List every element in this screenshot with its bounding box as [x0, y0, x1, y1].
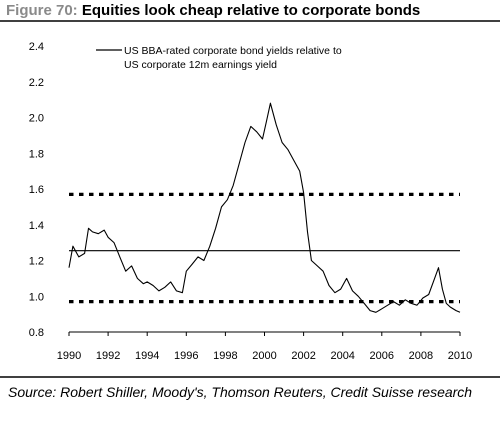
figure-title: Figure 70: Equities look cheap relative … — [6, 2, 420, 19]
x-tick-label: 1992 — [96, 350, 120, 362]
x-tick-label: 1998 — [213, 350, 237, 362]
x-tick-label: 2002 — [291, 350, 315, 362]
y-tick-label: 2.4 — [29, 41, 44, 53]
plot-frame — [0, 20, 500, 378]
y-axis-tick-labels: 2.4 2.2 2.0 1.8 1.6 1.4 1.2 1.0 0.8 — [29, 41, 44, 339]
y-tick-label: 1.0 — [29, 291, 44, 303]
series-line — [68, 102, 461, 313]
y-tick-label: 1.8 — [29, 148, 44, 160]
x-tick-label: 2008 — [409, 350, 433, 362]
x-tick-label: 1990 — [57, 350, 81, 362]
x-axis-ticks — [68, 332, 461, 336]
y-tick-label: 2.2 — [29, 77, 44, 89]
y-tick-label: 0.8 — [29, 327, 44, 339]
x-axis-tick-labels: 1990 1992 1994 1996 1998 2000 2002 2004 2006 2008… — [57, 350, 472, 362]
y-tick-label: 2.0 — [29, 113, 44, 125]
y-tick-label: 1.4 — [29, 220, 44, 232]
figure-title-text: Equities look cheap relative to corporat… — [81, 2, 421, 19]
source-note: Source: Robert Shiller, Moody's, Thomson… — [8, 384, 473, 400]
x-tick-label: 2000 — [252, 350, 276, 362]
x-tick-label: 1996 — [174, 350, 198, 362]
legend: US BBA-rated corporate bond yields relat… — [96, 45, 342, 71]
legend-label: US BBA-rated corporate bond yields relat… — [124, 45, 342, 71]
y-tick-label: 1.2 — [29, 256, 44, 268]
line-chart: 1990 1992 1994 1996 1998 2000 2002 2004 2006 2008… — [0, 20, 500, 378]
figure-label: Figure 70: — [6, 2, 78, 19]
x-tick-label: 2004 — [330, 350, 354, 362]
series-group — [68, 102, 461, 313]
x-tick-label: 1994 — [135, 350, 159, 362]
x-tick-label: 2010 — [448, 350, 472, 362]
reference-lines — [69, 192, 460, 304]
y-tick-label: 1.6 — [29, 184, 44, 196]
x-tick-label: 2006 — [370, 350, 394, 362]
